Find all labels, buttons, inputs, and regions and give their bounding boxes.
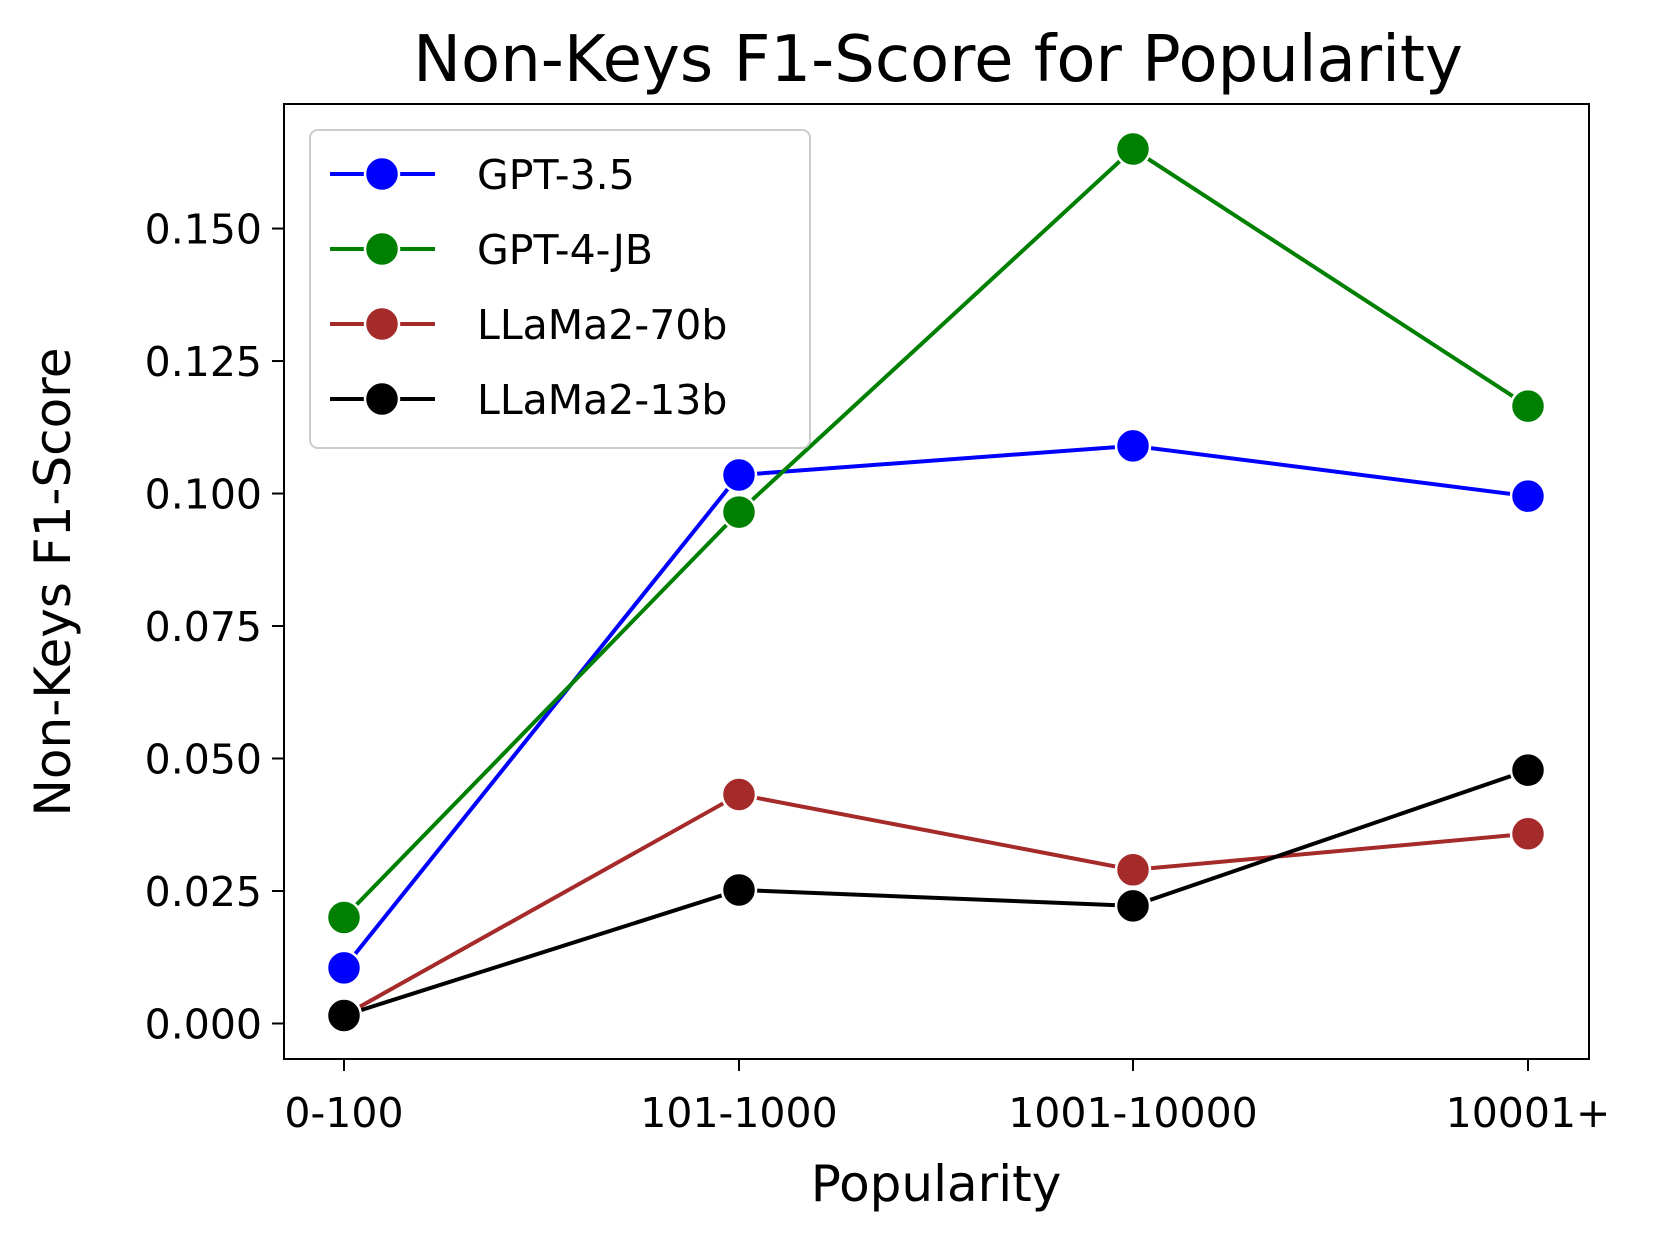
plot-frame xyxy=(283,103,1590,1060)
y-tick-label: 0.125 xyxy=(145,338,262,386)
x-axis-label: Popularity xyxy=(811,1155,1062,1213)
data-point xyxy=(1114,887,1152,925)
y-axis-label: Non-Keys F1-Score xyxy=(24,348,82,817)
x-tick-label: 101-1000 xyxy=(640,1089,837,1137)
series-line xyxy=(343,792,1529,1018)
data-point xyxy=(1509,815,1547,853)
x-tick-label: 1001-10000 xyxy=(1008,1089,1258,1137)
data-point xyxy=(1114,427,1152,465)
data-point xyxy=(720,871,758,909)
y-tick-label: 0.025 xyxy=(145,868,262,916)
plot-area xyxy=(325,130,1547,1034)
data-point xyxy=(1114,851,1152,889)
legend-item: GPT-4-JB xyxy=(330,226,653,274)
legend-label: LLaMa2-13b xyxy=(477,376,727,424)
x-tick-label: 10001+ xyxy=(1446,1089,1611,1137)
legend-marker xyxy=(363,305,401,343)
y-tick-label: 0.050 xyxy=(145,736,262,784)
legend-item: LLaMa2-70b xyxy=(330,301,727,349)
x-axis: 0-100 101-1000 1001-10000 10001+ xyxy=(284,1059,1610,1137)
data-point xyxy=(1509,751,1547,789)
y-tick-label: 0.100 xyxy=(145,471,262,519)
data-point xyxy=(1509,477,1547,515)
data-point xyxy=(720,776,758,813)
legend-marker xyxy=(363,155,401,193)
y-tick-label: 0.150 xyxy=(145,206,262,254)
y-axis: 0.000 0.025 0.050 0.075 0.100 0.125 0.150 xyxy=(145,206,284,1048)
series-gpt-4-jb xyxy=(325,130,1547,936)
legend-item: GPT-3.5 xyxy=(330,151,635,199)
data-point xyxy=(325,997,363,1034)
y-tick-label: 0.000 xyxy=(145,1000,262,1048)
series-line xyxy=(343,768,1529,1018)
y-tick-label: 0.075 xyxy=(145,603,262,651)
series-line xyxy=(342,146,1530,919)
data-point xyxy=(1509,387,1547,425)
data-point xyxy=(325,949,363,987)
data-point xyxy=(325,899,363,936)
data-point xyxy=(1114,130,1152,168)
x-tick-label: 0-100 xyxy=(284,1089,403,1137)
series-llama2-13b xyxy=(325,751,1547,1034)
legend: GPT-3.5 GPT-4-JB LLaMa2-70b LLaMa2-13b xyxy=(309,129,811,449)
series-line xyxy=(342,443,1529,970)
legend-item: LLaMa2-13b xyxy=(330,376,727,424)
data-point xyxy=(720,456,758,494)
legend-label: LLaMa2-70b xyxy=(477,301,727,349)
data-point xyxy=(720,493,758,531)
series-llama2-70b xyxy=(325,776,1547,1034)
series-gpt-3-5 xyxy=(325,427,1547,987)
legend-marker xyxy=(363,380,401,418)
legend-label: GPT-4-JB xyxy=(477,226,653,274)
legend-marker xyxy=(363,230,401,268)
legend-box xyxy=(309,129,811,449)
legend-label: GPT-3.5 xyxy=(477,151,635,199)
chart-title: Non-Keys F1-Score for Popularity xyxy=(413,23,1463,97)
